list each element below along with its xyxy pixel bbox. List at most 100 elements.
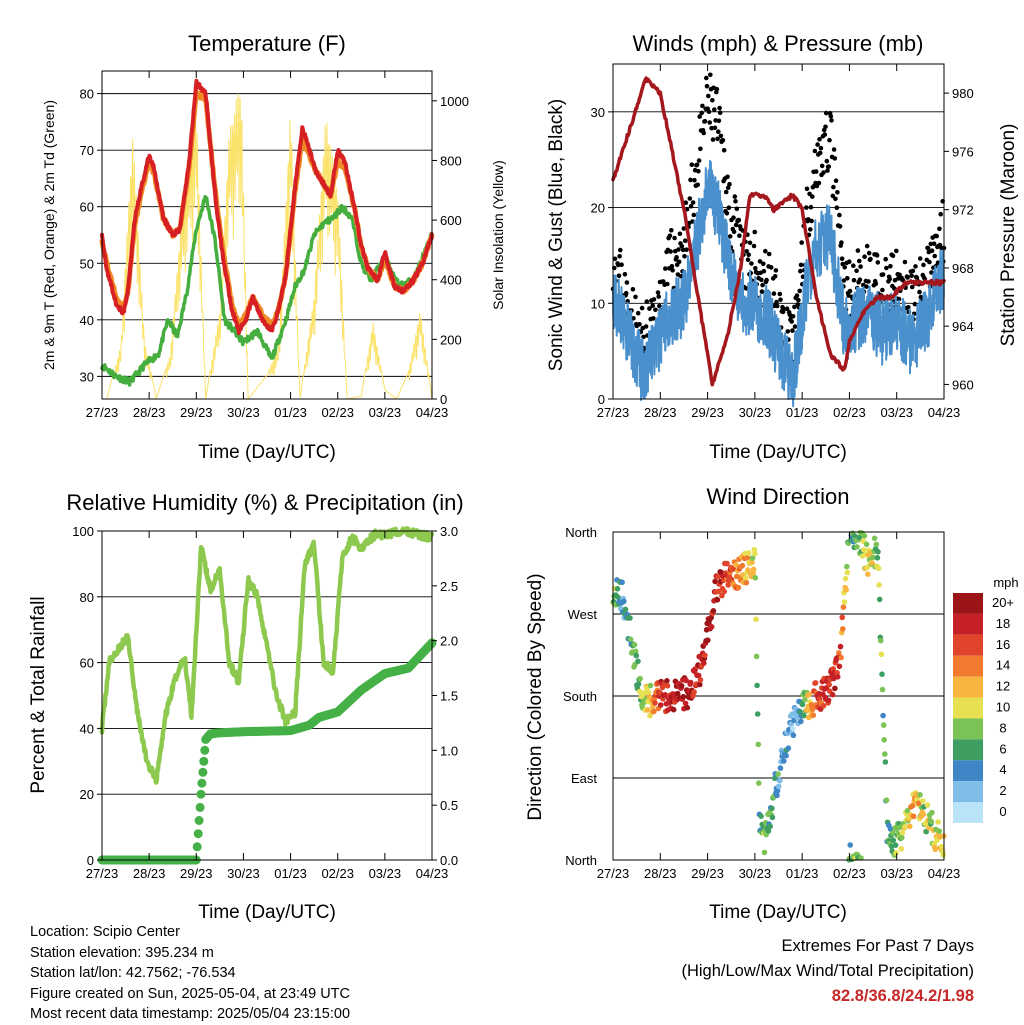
direction-point — [875, 549, 881, 555]
direction-point — [712, 578, 718, 585]
direction-point — [743, 575, 749, 582]
x-tick-label: 03/23 — [369, 866, 402, 881]
gust-point — [813, 169, 819, 174]
direction-tick-label: North — [565, 853, 597, 868]
gust-point — [894, 248, 899, 254]
x-tick-label: 01/23 — [274, 405, 307, 420]
direction-point — [861, 533, 868, 539]
gust-point — [616, 273, 622, 279]
direction-point — [767, 823, 773, 830]
direction-point — [836, 663, 843, 670]
precip-point — [195, 802, 205, 812]
gust-point — [887, 276, 892, 282]
gust-point — [625, 298, 630, 304]
direction-point — [844, 563, 850, 570]
y-tick-label: 0 — [87, 853, 94, 868]
winds-x-ticks: 27/23 28/23 29/23 30/23 01/23 02/23 03/23 04/23 — [597, 64, 960, 420]
gust-point — [668, 249, 673, 254]
gust-point — [808, 204, 814, 210]
y-tick-label: 60 — [80, 656, 94, 671]
direction-point — [806, 691, 813, 697]
precip-point — [193, 829, 203, 839]
gust-point — [921, 262, 926, 268]
x-tick-label: 28/23 — [133, 866, 166, 881]
legend-label: 18 — [996, 616, 1010, 631]
gust-point — [744, 249, 749, 254]
direction-point — [641, 690, 647, 696]
direction-point — [876, 596, 883, 603]
gust-point — [828, 113, 834, 119]
legend-swatch — [953, 760, 983, 782]
direction-point — [837, 643, 844, 650]
gust-point — [790, 328, 795, 333]
gust-point — [864, 284, 869, 289]
y-tick-label: 80 — [80, 590, 94, 605]
direction-point — [684, 704, 691, 711]
gust-point — [717, 105, 722, 111]
gust-point — [616, 262, 621, 268]
gust-point — [818, 145, 824, 151]
temperature-ylabel-left: 2m & 9m T (Red, Orange) & 2m Td (Green) — [41, 100, 57, 370]
direction-point — [917, 792, 923, 798]
gust-point — [757, 259, 763, 264]
gust-point — [694, 162, 700, 168]
gust-point — [710, 98, 715, 103]
direction-point — [790, 732, 797, 739]
gust-point — [827, 137, 832, 143]
extremes-line2: (High/Low/Max Wind/Total Precipitation) — [681, 962, 974, 980]
direction-point — [708, 614, 714, 621]
direction-point — [774, 787, 781, 794]
gust-point — [726, 205, 732, 210]
gust-point — [826, 164, 832, 169]
direction-point — [810, 712, 817, 718]
gust-point — [842, 265, 847, 270]
direction-point — [627, 615, 633, 621]
gust-point — [875, 260, 881, 265]
gust-point — [884, 265, 889, 271]
direction-point — [670, 706, 677, 713]
direction-point — [932, 846, 939, 853]
direction-point — [825, 697, 832, 704]
gust-point — [833, 196, 838, 202]
direction-plot-area — [610, 529, 947, 863]
gust-point — [647, 306, 652, 311]
direction-point — [856, 534, 863, 541]
gust-point — [706, 93, 711, 99]
gust-point — [938, 211, 943, 217]
humidity-xlabel: Time (Day/UTC) — [198, 902, 336, 923]
y-tick-label: 80 — [80, 87, 94, 102]
winds-xlabel: Time (Day/UTC) — [709, 442, 847, 463]
direction-point — [632, 648, 639, 655]
gust-point — [669, 228, 674, 233]
gust-point — [873, 281, 879, 287]
temperature-frame — [101, 70, 433, 400]
precip-point — [198, 767, 208, 777]
temperature-ylabel-right: Solar Insolation (Yellow) — [490, 160, 506, 310]
gust-point — [653, 307, 658, 313]
direction-point — [794, 714, 800, 721]
gust-point — [874, 253, 880, 258]
gust-point — [824, 158, 830, 164]
gust-point — [644, 299, 650, 304]
direction-point — [614, 586, 621, 592]
gust-point — [817, 150, 823, 156]
gust-point — [880, 287, 885, 293]
gust-point — [804, 186, 810, 192]
gust-point — [847, 288, 853, 294]
gust-point — [743, 286, 749, 291]
y2-tick-label: 2.0 — [440, 634, 458, 649]
gust-point — [676, 247, 681, 252]
gust-point — [624, 280, 630, 285]
direction-point — [881, 737, 887, 743]
gust-point — [845, 276, 850, 281]
direction-point — [754, 711, 761, 717]
direction-point — [775, 771, 781, 777]
direction-point — [702, 652, 708, 659]
direction-tick-label: South — [563, 689, 597, 704]
legend-label: 10 — [996, 700, 1010, 715]
gust-point — [707, 120, 712, 125]
gust-point — [727, 181, 732, 187]
direction-point — [871, 535, 878, 542]
gust-point — [725, 185, 731, 190]
gust-point — [657, 303, 662, 309]
